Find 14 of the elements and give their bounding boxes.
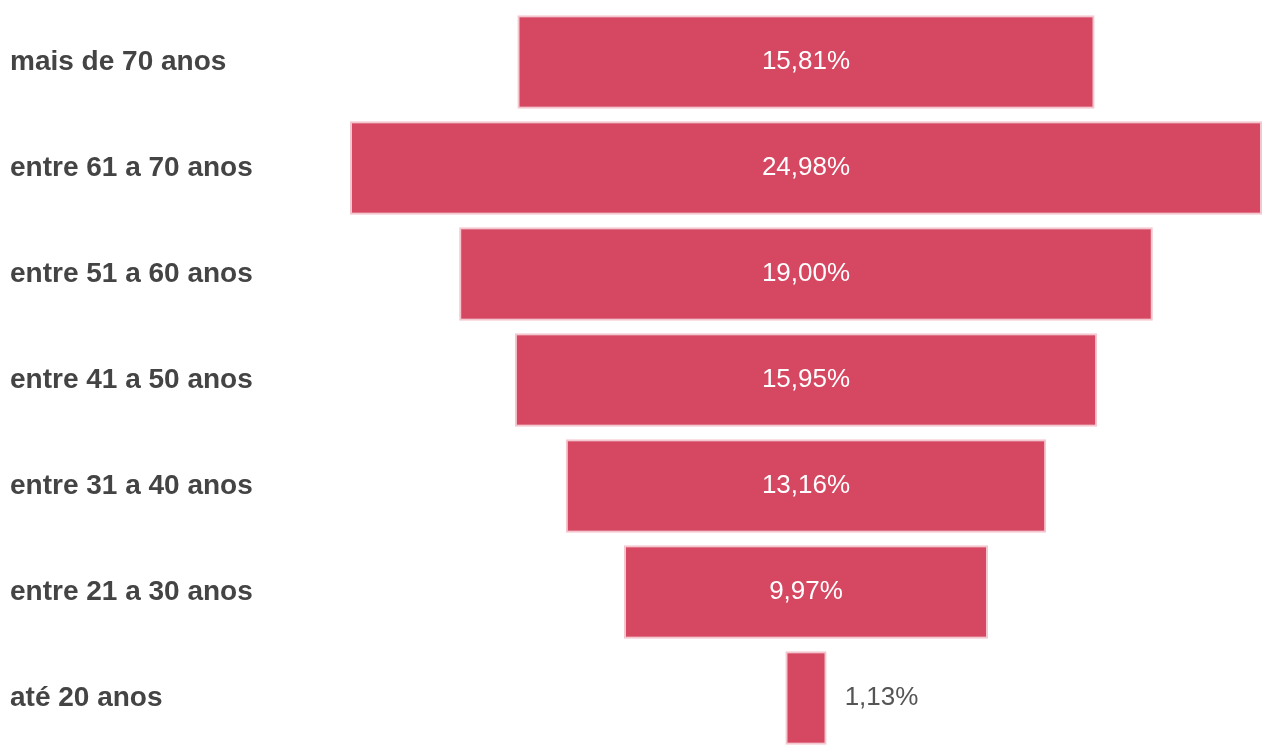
data-label: 1,13% [844,681,919,712]
category-label: entre 61 a 70 anos [10,150,253,182]
data-label: 9,97% [769,575,843,606]
category-label: entre 51 a 60 anos [10,256,253,288]
data-label: 15,95% [761,363,851,394]
category-label: até 20 anos [10,680,163,712]
data-label: 19,00% [761,257,851,288]
category-label: entre 41 a 50 anos [10,362,253,394]
category-label: entre 31 a 40 anos [10,468,253,500]
category-label: mais de 70 anos [10,44,227,76]
data-label: 24,98% [761,151,851,182]
data-label: 15,81% [761,45,851,76]
data-label: 13,16% [761,469,851,500]
category-label: entre 21 a 30 anos [10,574,253,606]
